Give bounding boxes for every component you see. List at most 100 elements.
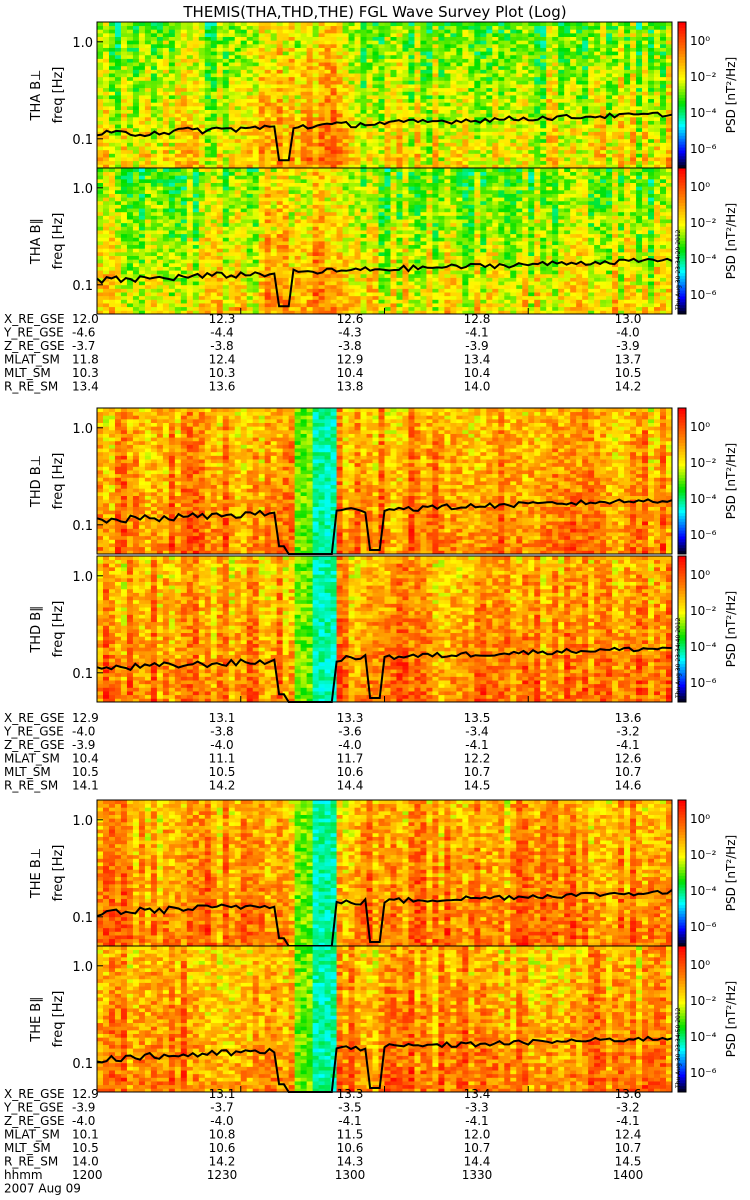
spectrogram-cell [534, 69, 540, 73]
spectrogram-cell [139, 157, 145, 161]
spectrogram-cell [486, 135, 492, 139]
spectrogram-cell [175, 44, 181, 48]
spectrogram-cell [624, 132, 630, 136]
spectrogram-cell [145, 91, 151, 95]
spectrogram-cell [486, 66, 492, 70]
spectrogram-cell [552, 59, 558, 63]
spectrogram-cell [426, 77, 432, 81]
spectrogram-cell [241, 113, 247, 117]
spectrogram-cell [361, 128, 367, 132]
spectrogram-cell [151, 142, 157, 146]
spectrogram-cell [414, 55, 420, 59]
spectrogram-cell [145, 142, 151, 146]
spectrogram-cell [217, 190, 223, 194]
spectrogram-cell [325, 99, 331, 103]
spectrogram-cell [157, 22, 163, 26]
spectrogram-cell [127, 241, 133, 245]
spectrogram-cell [271, 73, 277, 77]
spectrogram-cell [462, 77, 468, 81]
spectrogram-cell [211, 237, 217, 241]
spectrogram-cell [115, 194, 121, 198]
spectrogram-cell [109, 55, 115, 59]
spectrogram-cell [169, 95, 175, 99]
spectrogram-cell [277, 62, 283, 66]
spectrogram-cell [265, 22, 271, 26]
spectrogram-cell [636, 73, 642, 77]
spectrogram-cell [121, 226, 127, 230]
spectrogram-cell [139, 95, 145, 99]
spectrogram-cell [103, 153, 109, 157]
spectrogram-cell [235, 179, 241, 183]
spectrogram-cell [379, 29, 385, 33]
spectrogram-cell [187, 179, 193, 183]
spectrogram-cell [97, 26, 103, 30]
spectrogram-cell [223, 194, 229, 198]
spectrogram-cell [121, 62, 127, 66]
spectrogram-cell [606, 66, 612, 70]
spectrogram-cell [624, 29, 630, 33]
spectrogram-cell [462, 106, 468, 110]
spectrogram-cell [624, 59, 630, 63]
spectrogram-cell [289, 84, 295, 88]
spectrogram-cell [402, 66, 408, 70]
spectrogram-cell [361, 26, 367, 30]
spectrogram-cell [145, 205, 151, 209]
spectrogram-cell [612, 128, 618, 132]
spectrogram-cell [217, 161, 223, 165]
spectrogram-cell [606, 29, 612, 33]
spectrogram-cell [235, 117, 241, 121]
spectrogram-cell [313, 110, 319, 114]
spectrogram-cell [253, 146, 259, 150]
spectrogram-cell [133, 241, 139, 245]
spectrogram-cell [121, 99, 127, 103]
spectrogram-cell [313, 73, 319, 77]
spectrogram-cell [462, 146, 468, 150]
spectrogram-cell [163, 175, 169, 179]
spectrogram-cell [642, 132, 648, 136]
spectrogram-cell [642, 77, 648, 81]
spectrogram-cell [594, 139, 600, 143]
spectrogram-cell [420, 62, 426, 66]
spectrogram-cell [253, 95, 259, 99]
spectrogram-cell [414, 124, 420, 128]
spectrogram-cell [199, 237, 205, 241]
spectrogram-cell [223, 215, 229, 219]
spectrogram-cell [133, 245, 139, 249]
spectrogram-cell [660, 102, 666, 106]
spectrogram-cell [127, 186, 133, 190]
spectrogram-cell [211, 230, 217, 234]
spectrogram-cell [199, 256, 205, 260]
spectrogram-cell [169, 44, 175, 48]
spectrogram-cell [109, 88, 115, 92]
spectrogram-cell [420, 84, 426, 88]
spectrogram-cell [187, 175, 193, 179]
spectrogram-cell [319, 113, 325, 117]
spectrogram-cell [588, 135, 594, 139]
spectrogram-cell [163, 245, 169, 249]
spectrogram-cell [642, 84, 648, 88]
spectrogram-cell [582, 55, 588, 59]
spectrogram-cell [648, 29, 654, 33]
spectrogram-cell [355, 135, 361, 139]
spectrogram-cell [157, 190, 163, 194]
spectrogram-cell [109, 205, 115, 209]
spectrogram-cell [127, 259, 133, 263]
spectrogram-cell [570, 150, 576, 154]
spectrogram-cell [205, 157, 211, 161]
spectrogram-cell [540, 135, 546, 139]
spectrogram-cell [109, 102, 115, 106]
spectrogram-cell [456, 22, 462, 26]
spectrogram-cell [97, 73, 103, 77]
spectrogram-cell [379, 157, 385, 161]
spectrogram-cell [151, 66, 157, 70]
spectrogram-cell [474, 51, 480, 55]
spectrogram-cell [456, 153, 462, 157]
spectrogram-cell [229, 48, 235, 52]
spectrogram-cell [229, 245, 235, 249]
spectrogram-cell [355, 69, 361, 73]
spectrogram-cell [648, 80, 654, 84]
spectrogram-cell [121, 183, 127, 187]
spectrogram-cell [438, 146, 444, 150]
spectrogram-cell [115, 201, 121, 205]
spectrogram-cell [606, 146, 612, 150]
